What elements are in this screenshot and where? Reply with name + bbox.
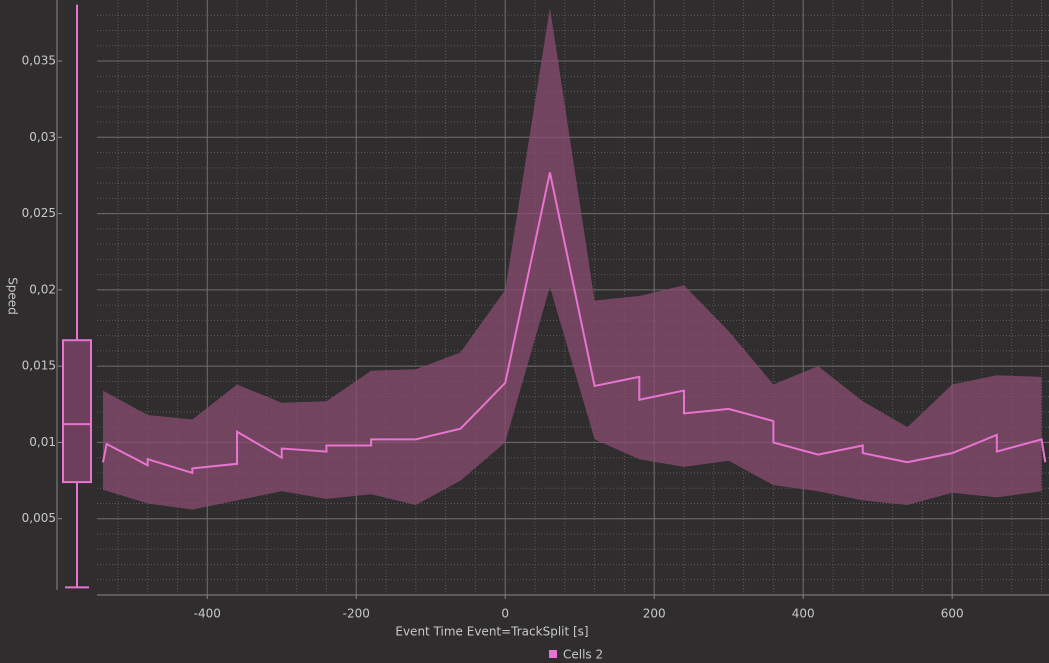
x-tick-label: -200 xyxy=(343,607,370,621)
x-tick-label: 600 xyxy=(941,607,964,621)
legend-label: Cells 2 xyxy=(563,648,603,662)
x-tick-label: 400 xyxy=(792,607,815,621)
box xyxy=(62,339,92,484)
x-tick-label: -400 xyxy=(194,607,221,621)
y-tick-label: 0,03 xyxy=(29,130,56,144)
x-tick-label: 0 xyxy=(501,607,509,621)
y-tick-label: 0,02 xyxy=(29,282,56,296)
y-tick-label: 0,025 xyxy=(22,206,56,220)
y-tick-label: 0,015 xyxy=(22,359,56,373)
y-tick-label: 0,01 xyxy=(29,435,56,449)
x-axis-label: Event Time Event=TrackSplit [s] xyxy=(395,625,588,639)
x-tick-label: 200 xyxy=(643,607,666,621)
legend-swatch xyxy=(549,650,557,658)
y-axis-label: Speed xyxy=(6,277,20,315)
y-tick-label: 0,005 xyxy=(22,511,56,525)
y-tick-label: 0,035 xyxy=(22,54,56,68)
series-line xyxy=(101,172,1047,475)
band xyxy=(102,7,1042,510)
